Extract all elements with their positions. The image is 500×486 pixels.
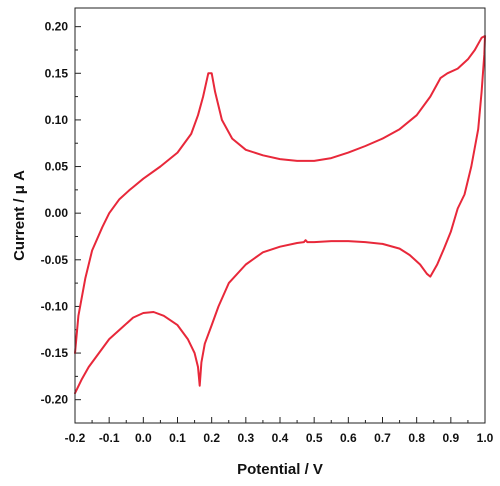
y-tick-label: -0.05 xyxy=(41,253,69,267)
y-tick-label: 0.20 xyxy=(45,20,69,34)
y-tick-label: -0.15 xyxy=(41,346,69,360)
x-tick-label: -0.2 xyxy=(65,431,86,445)
x-tick-label: 0.8 xyxy=(408,431,425,445)
x-tick-label: 0.1 xyxy=(169,431,186,445)
x-tick-label: 1.0 xyxy=(477,431,494,445)
y-axis-label: Current / μ A xyxy=(11,170,28,261)
plot-frame xyxy=(74,7,486,424)
x-tick-label: 0.9 xyxy=(442,431,459,445)
x-tick-label: 0.4 xyxy=(272,431,289,445)
x-tick-label: 0.2 xyxy=(203,431,220,445)
y-tick-label: -0.20 xyxy=(41,393,69,407)
y-tick-label: 0.10 xyxy=(45,113,69,127)
y-tick-label: 0.05 xyxy=(45,160,69,174)
x-tick-label: 0.7 xyxy=(374,431,391,445)
x-axis-label: Potential / V xyxy=(237,461,323,478)
x-tick-label: 0.0 xyxy=(135,431,152,445)
x-tick-label: 0.3 xyxy=(237,431,254,445)
x-tick-label: 0.6 xyxy=(340,431,357,445)
series-0-line xyxy=(74,35,486,395)
x-tick-label: -0.1 xyxy=(99,431,120,445)
y-tick-label: 0.15 xyxy=(45,66,69,80)
y-tick-label: -0.10 xyxy=(41,299,69,313)
y-tick-label: 0.00 xyxy=(45,206,69,220)
x-axis-ticks: -0.2 -0.1 0.0 0.1 0.2 0.3 0.4 0.5 0.6 0.7 0.8 0.9 1.… xyxy=(65,417,494,445)
y-axis-ticks: -0.20 -0.15 -0.10 -0.05 0.00 0.05 0.10 0.15 0.20 xyxy=(41,20,81,407)
x-tick-label: 0.5 xyxy=(306,431,323,445)
